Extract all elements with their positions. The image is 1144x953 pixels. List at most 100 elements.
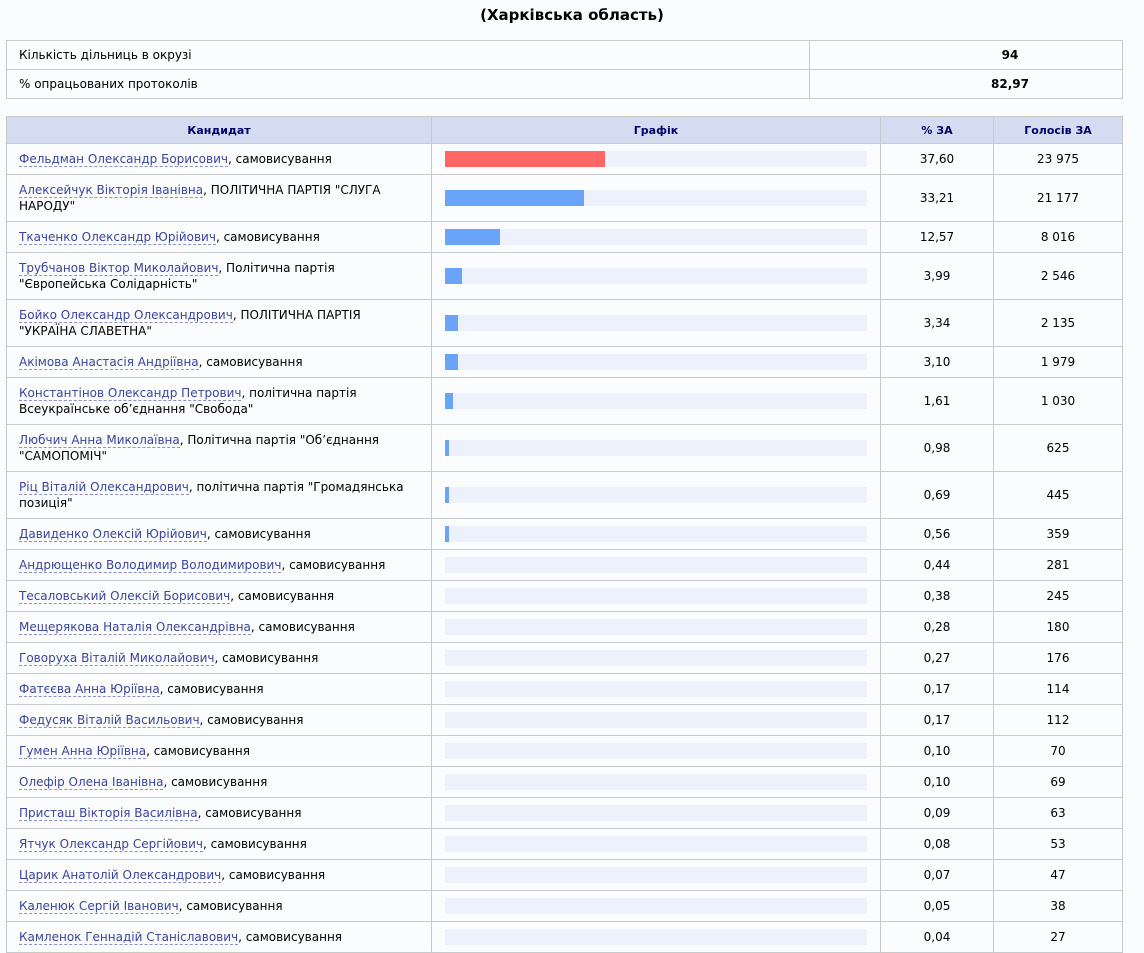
candidate-party: , самовисування [197, 806, 302, 820]
vote-bar [445, 487, 450, 503]
table-row: Ятчук Олександр Сергійович, самовисуванн… [6, 828, 1123, 860]
chart-cell [431, 221, 881, 253]
candidate-link[interactable]: Тесаловський Олексій Борисович [19, 589, 231, 604]
chart-cell [431, 346, 881, 378]
candidate-party: , Політична партія "Європейська Солідарн… [19, 261, 335, 291]
candidate-cell: Ріц Віталій Олександрович, політична пар… [6, 471, 432, 519]
candidate-link[interactable]: Андрющенко Володимир Володимирович [19, 558, 282, 573]
table-row: Фатєєва Анна Юріївна, самовисування 0,17 1… [6, 673, 1123, 705]
candidate-party: , самовисування [227, 152, 332, 166]
summary-value: 82,97 [809, 69, 1123, 99]
pct-cell: 3,99 [880, 252, 994, 300]
chart-cell [431, 797, 881, 829]
table-row: Ріц Віталій Олександрович, політична пар… [6, 471, 1123, 519]
candidate-link[interactable]: Бойко Олександр Олександрович [19, 308, 233, 323]
candidate-party: , самовисування [198, 355, 303, 369]
votes-cell: 2 546 [993, 252, 1123, 300]
pct-cell: 0,56 [880, 518, 994, 550]
vote-bar [445, 354, 458, 370]
candidate-link[interactable]: Ятчук Олександр Сергійович [19, 837, 203, 852]
pct-cell: 0,69 [880, 471, 994, 519]
candidate-link[interactable]: Ткаченко Олександр Юрійович [19, 230, 216, 245]
bar-track [445, 526, 867, 542]
pct-cell: 0,28 [880, 611, 994, 643]
candidate-link[interactable]: Олефір Олена Іванівна [19, 775, 164, 790]
candidate-cell: Олефір Олена Іванівна, самовисування [6, 766, 432, 798]
candidate-party: , самовисування [178, 899, 283, 913]
candidate-link[interactable]: Любчич Анна Миколаївна [19, 433, 180, 448]
candidate-link[interactable]: Фатєєва Анна Юріївна [19, 682, 160, 697]
candidate-link[interactable]: Каленюк Сергій Іванович [19, 899, 179, 914]
table-row: Мещерякова Наталія Олександрівна, самови… [6, 611, 1123, 643]
candidate-link[interactable]: Константінов Олександр Петрович [19, 386, 242, 401]
candidate-link[interactable]: Акімова Анастасія Андріївна [19, 355, 199, 370]
bar-track [445, 440, 867, 456]
bar-track [445, 315, 867, 331]
bar-track [445, 712, 867, 728]
candidate-link[interactable]: Гумен Анна Юріївна [19, 744, 147, 759]
votes-cell: 180 [993, 611, 1123, 643]
table-row: Акімова Анастасія Андріївна, самовисуван… [6, 346, 1123, 378]
candidate-cell: Царик Анатолій Олександрович, самовисува… [6, 859, 432, 891]
candidate-party: , самовисування [159, 682, 264, 696]
bar-track [445, 354, 867, 370]
chart-cell [431, 704, 881, 736]
summary-row-protocols: % опрацьованих протоколів 82,97 [6, 69, 1123, 99]
pct-cell: 0,27 [880, 642, 994, 674]
candidate-cell: Давиденко Олексій Юрійович, самовисуванн… [6, 518, 432, 550]
votes-cell: 625 [993, 424, 1123, 472]
chart-cell [431, 549, 881, 581]
pct-cell: 0,10 [880, 735, 994, 767]
vote-bar [445, 526, 450, 542]
votes-cell: 112 [993, 704, 1123, 736]
chart-cell [431, 890, 881, 922]
votes-cell: 63 [993, 797, 1123, 829]
bar-track [445, 681, 867, 697]
votes-cell: 21 177 [993, 174, 1123, 222]
table-row: Олефір Олена Іванівна, самовисування 0,10… [6, 766, 1123, 798]
candidate-cell: Камленок Геннадій Станіславович, самовис… [6, 921, 432, 953]
candidate-link[interactable]: Давиденко Олексій Юрійович [19, 527, 207, 542]
chart-cell [431, 921, 881, 953]
candidate-cell: Любчич Анна Миколаївна, Політична партія… [6, 424, 432, 472]
vote-bar [445, 440, 450, 456]
table-row: Алексейчук Вікторія Іванівна, ПОЛІТИЧНА … [6, 174, 1123, 222]
bar-track [445, 619, 867, 635]
candidate-party: , політична партія Всеукраїнське об’єдна… [19, 386, 357, 416]
candidate-link[interactable]: Присташ Вікторія Василівна [19, 806, 198, 821]
candidate-cell: Бойко Олександр Олександрович, ПОЛІТИЧНА… [6, 299, 432, 347]
candidate-link[interactable]: Трубчанов Віктор Миколайович [19, 261, 219, 276]
votes-cell: 27 [993, 921, 1123, 953]
bar-track [445, 557, 867, 573]
candidate-party: , ПОЛІТИЧНА ПАРТІЯ "СЛУГА НАРОДУ" [19, 183, 381, 213]
votes-cell: 359 [993, 518, 1123, 550]
candidate-link[interactable]: Алексейчук Вікторія Іванівна [19, 183, 204, 198]
candidate-party: , самовисування [238, 930, 343, 944]
chart-cell [431, 735, 881, 767]
candidate-link[interactable]: Говоруха Віталій Миколайович [19, 651, 215, 666]
table-row: Царик Анатолій Олександрович, самовисува… [6, 859, 1123, 891]
votes-cell: 70 [993, 735, 1123, 767]
bar-track [445, 867, 867, 883]
table-row: Давиденко Олексій Юрійович, самовисуванн… [6, 518, 1123, 550]
candidate-cell: Фельдман Олександр Борисович, самовисува… [6, 143, 432, 175]
pct-cell: 3,34 [880, 299, 994, 347]
candidate-link[interactable]: Царик Анатолій Олександрович [19, 868, 222, 883]
votes-cell: 8 016 [993, 221, 1123, 253]
candidate-link[interactable]: Федусяк Віталій Васильович [19, 713, 200, 728]
vote-bar [445, 151, 606, 167]
bar-track [445, 588, 867, 604]
header-chart: Графік [431, 116, 881, 144]
candidate-link[interactable]: Камленок Геннадій Станіславович [19, 930, 239, 945]
table-row: Тесаловський Олексій Борисович, самовису… [6, 580, 1123, 612]
pct-cell: 0,98 [880, 424, 994, 472]
vote-bar [445, 268, 462, 284]
chart-cell [431, 299, 881, 347]
candidate-link[interactable]: Ріц Віталій Олександрович [19, 480, 189, 495]
candidate-link[interactable]: Мещерякова Наталія Олександрівна [19, 620, 251, 635]
pct-cell: 0,44 [880, 549, 994, 581]
summary-value: 94 [809, 40, 1123, 70]
candidate-party: , самовисування [230, 589, 335, 603]
candidate-party: , самовисування [206, 527, 311, 541]
candidate-link[interactable]: Фельдман Олександр Борисович [19, 152, 228, 167]
